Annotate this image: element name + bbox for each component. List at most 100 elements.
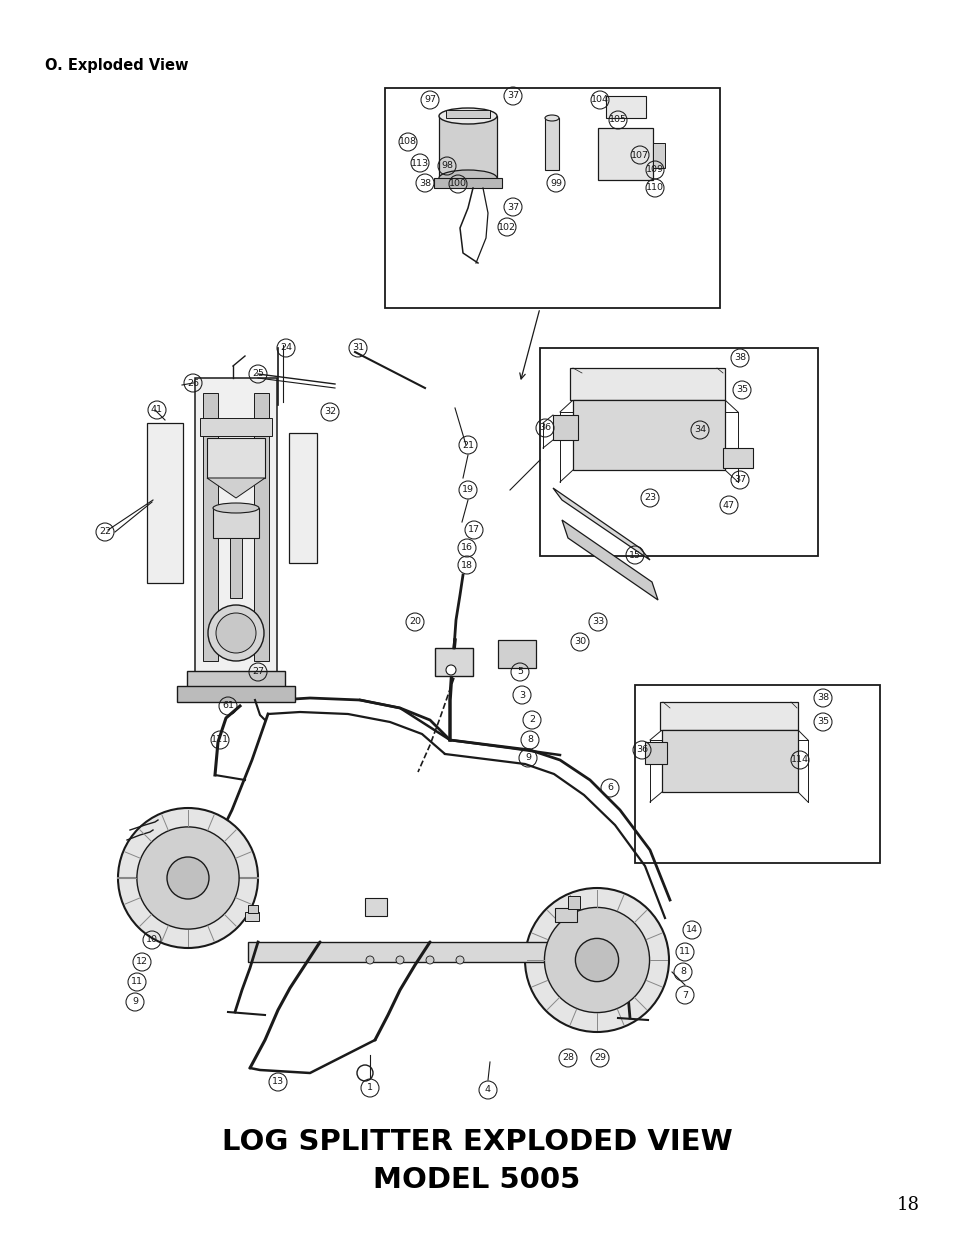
Bar xyxy=(213,508,258,538)
Bar xyxy=(438,116,497,178)
Circle shape xyxy=(167,857,209,899)
Bar xyxy=(652,143,664,168)
Circle shape xyxy=(366,956,374,965)
Text: 99: 99 xyxy=(550,179,561,188)
Text: 22: 22 xyxy=(99,527,111,536)
Text: 1: 1 xyxy=(367,1083,373,1093)
Text: 20: 20 xyxy=(409,618,420,626)
Text: 15: 15 xyxy=(628,551,640,559)
Bar xyxy=(434,178,501,188)
Text: 104: 104 xyxy=(590,95,608,105)
Text: 35: 35 xyxy=(735,385,747,394)
Bar xyxy=(659,701,797,730)
Text: 6: 6 xyxy=(606,783,613,793)
Bar xyxy=(385,88,720,308)
Text: 5: 5 xyxy=(517,667,522,677)
Text: 41: 41 xyxy=(151,405,163,415)
Text: 19: 19 xyxy=(461,485,474,494)
Bar xyxy=(253,393,269,661)
Text: 37: 37 xyxy=(733,475,745,484)
Bar xyxy=(544,119,558,170)
Text: 36: 36 xyxy=(538,424,551,432)
Text: 34: 34 xyxy=(693,426,705,435)
Bar xyxy=(365,898,387,916)
Text: 30: 30 xyxy=(574,637,585,646)
Text: 13: 13 xyxy=(272,1077,284,1087)
Bar xyxy=(661,730,797,792)
Text: 105: 105 xyxy=(608,116,626,125)
Bar xyxy=(147,424,183,583)
Text: 28: 28 xyxy=(561,1053,574,1062)
Text: 113: 113 xyxy=(411,158,429,168)
Text: 102: 102 xyxy=(497,222,516,231)
Circle shape xyxy=(456,956,463,965)
Circle shape xyxy=(395,956,403,965)
Bar xyxy=(598,128,652,180)
Circle shape xyxy=(118,808,257,948)
Polygon shape xyxy=(207,478,265,498)
Text: 17: 17 xyxy=(468,526,479,535)
Text: 8: 8 xyxy=(679,967,685,977)
Text: 109: 109 xyxy=(645,165,663,174)
Text: 11: 11 xyxy=(131,977,143,987)
Text: 23: 23 xyxy=(643,494,656,503)
Text: 3: 3 xyxy=(518,690,524,699)
Polygon shape xyxy=(561,520,658,600)
Text: MODEL 5005: MODEL 5005 xyxy=(373,1166,580,1194)
Circle shape xyxy=(575,939,618,982)
Bar xyxy=(635,685,879,863)
Text: 100: 100 xyxy=(449,179,467,189)
Text: 61: 61 xyxy=(222,701,233,710)
Ellipse shape xyxy=(544,115,558,121)
Bar xyxy=(194,378,276,676)
Bar xyxy=(722,448,752,468)
Text: 9: 9 xyxy=(132,998,138,1007)
Text: 38: 38 xyxy=(733,353,745,363)
Text: 18: 18 xyxy=(460,561,473,569)
Text: 11: 11 xyxy=(679,947,690,956)
Text: 33: 33 xyxy=(591,618,603,626)
Bar xyxy=(555,908,577,923)
Text: 36: 36 xyxy=(636,746,647,755)
Bar xyxy=(553,415,578,440)
Circle shape xyxy=(544,908,649,1013)
Bar xyxy=(289,433,316,563)
Bar xyxy=(230,538,242,598)
Text: 38: 38 xyxy=(816,694,828,703)
Bar xyxy=(435,648,473,676)
Text: 9: 9 xyxy=(524,753,531,762)
Circle shape xyxy=(524,888,668,1032)
Circle shape xyxy=(426,956,434,965)
Text: 35: 35 xyxy=(816,718,828,726)
Bar xyxy=(644,742,666,764)
Ellipse shape xyxy=(213,503,258,513)
Text: O. Exploded View: O. Exploded View xyxy=(45,58,189,73)
Text: 31: 31 xyxy=(352,343,364,352)
Bar xyxy=(567,897,579,909)
Text: 25: 25 xyxy=(252,369,264,378)
Bar xyxy=(248,942,638,962)
Bar xyxy=(203,393,218,661)
Text: 4: 4 xyxy=(484,1086,491,1094)
Bar xyxy=(207,438,265,478)
Text: 111: 111 xyxy=(211,736,229,745)
Bar xyxy=(187,671,285,689)
Circle shape xyxy=(446,664,456,676)
Bar xyxy=(497,640,536,668)
Text: 37: 37 xyxy=(506,203,518,211)
Bar xyxy=(539,348,817,556)
Text: LOG SPLITTER EXPLODED VIEW: LOG SPLITTER EXPLODED VIEW xyxy=(221,1128,732,1156)
Text: 21: 21 xyxy=(461,441,474,450)
Circle shape xyxy=(208,605,264,661)
Circle shape xyxy=(215,613,255,653)
Text: 29: 29 xyxy=(594,1053,605,1062)
Text: 32: 32 xyxy=(324,408,335,416)
Text: 18: 18 xyxy=(896,1195,919,1214)
Text: 37: 37 xyxy=(506,91,518,100)
Text: 98: 98 xyxy=(440,162,453,170)
Text: 2: 2 xyxy=(529,715,535,725)
Text: 16: 16 xyxy=(460,543,473,552)
Bar xyxy=(569,368,724,400)
Bar xyxy=(605,96,645,119)
Bar xyxy=(573,400,724,471)
